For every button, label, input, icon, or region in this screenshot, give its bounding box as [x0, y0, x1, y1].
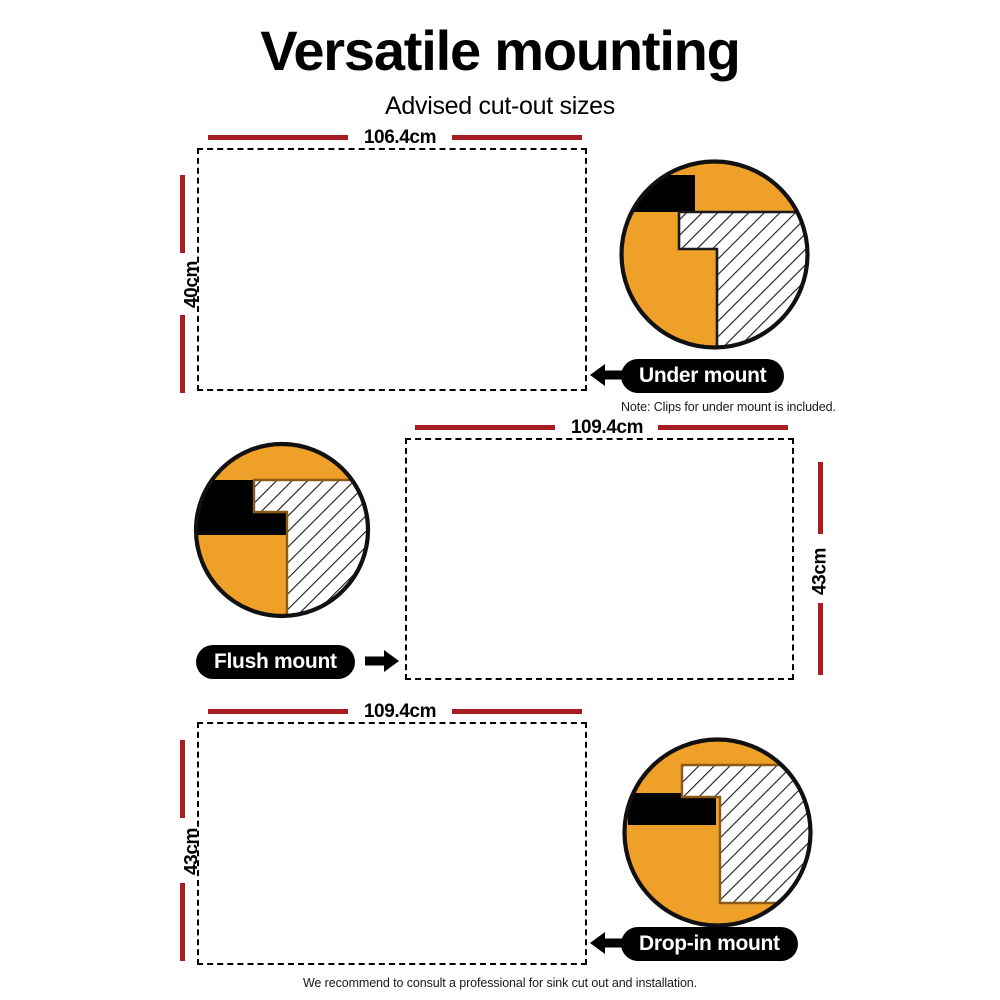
label-pill-drop-in-mount-text: Drop-in mount	[639, 932, 780, 955]
dimension-rule-top-3b	[452, 709, 582, 714]
cutout-2-width-label: 109.4cm	[570, 417, 644, 438]
dimension-rule-left-3b	[180, 883, 185, 961]
label-pill-drop-in-mount[interactable]: Drop-in mount	[621, 927, 798, 961]
page-subtitle: Advised cut-out sizes	[385, 92, 615, 120]
under-mount-diagram	[617, 157, 812, 352]
under-mount-svg	[619, 159, 810, 350]
arrow-right-icon-flush-mount	[365, 648, 399, 674]
dimension-rule-left-1a	[180, 175, 185, 253]
cutout-rect-drop-in-mount	[197, 722, 587, 965]
flush-mount-svg	[193, 441, 371, 619]
flush-mount-diagram	[192, 440, 372, 620]
dimension-rule-top-1b	[452, 135, 582, 140]
cutout-3-width-label: 109.4cm	[363, 701, 437, 722]
arrow-left-icon-under-mount	[590, 362, 624, 388]
label-pill-under-mount[interactable]: Under mount	[621, 359, 785, 393]
dimension-rule-top-3a	[208, 709, 348, 714]
cutout-1-width-label: 106.4cm	[363, 127, 437, 148]
label-pill-under-mount-text: Under mount	[639, 364, 767, 387]
dimension-rule-left-1b	[180, 315, 185, 393]
cutout-2-height-label: 43cm	[809, 548, 831, 595]
label-pill-flush-mount-text: Flush mount	[214, 650, 337, 673]
page-title: Versatile mounting	[260, 19, 741, 82]
dimension-rule-right-2b	[818, 603, 823, 675]
cutout-rect-under-mount	[197, 148, 587, 391]
dimension-rule-top-2b	[658, 425, 788, 430]
footer-disclaimer: We recommend to consult a professional f…	[302, 976, 698, 990]
arrow-left-icon-drop-in-mount	[590, 930, 624, 956]
dimension-rule-top-1a	[208, 135, 348, 140]
dimension-rule-top-2a	[415, 425, 555, 430]
drop-in-mount-svg	[622, 737, 813, 928]
drop-in-mount-diagram	[620, 735, 815, 930]
label-pill-flush-mount[interactable]: Flush mount	[196, 645, 355, 679]
under-mount-note: Note: Clips for under mount is included.	[621, 400, 836, 414]
dimension-rule-left-3a	[180, 740, 185, 818]
cutout-rect-flush-mount	[405, 438, 794, 680]
dimension-rule-right-2a	[818, 462, 823, 534]
